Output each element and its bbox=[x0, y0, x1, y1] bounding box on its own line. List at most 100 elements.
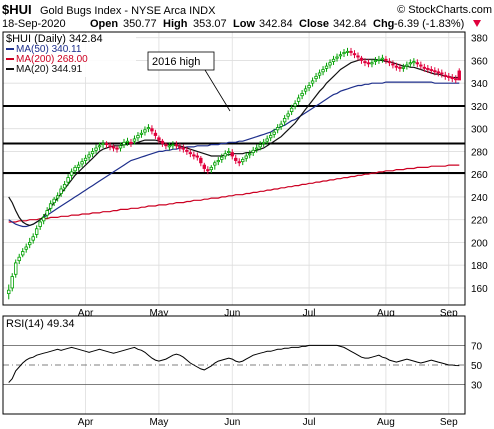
candle bbox=[303, 85, 308, 95]
price-y-tick-label: 240 bbox=[471, 193, 488, 204]
annotation-text: 2016 high bbox=[152, 56, 200, 68]
candle bbox=[76, 161, 81, 171]
chg-value: -6.39 (-1.83%) bbox=[394, 18, 464, 30]
candle bbox=[345, 47, 350, 56]
candle bbox=[258, 141, 262, 151]
candle bbox=[359, 55, 364, 64]
candle bbox=[282, 115, 287, 126]
candle bbox=[38, 218, 42, 230]
candle bbox=[216, 157, 220, 166]
candle bbox=[415, 59, 420, 68]
price-x-tick-label: Jul bbox=[303, 308, 316, 319]
price-x-ticks: Apr May Jun Jul Aug Sep bbox=[78, 308, 458, 319]
candle bbox=[237, 158, 241, 167]
candle bbox=[234, 154, 238, 164]
candle bbox=[45, 207, 49, 219]
high-value: 353.07 bbox=[193, 18, 227, 30]
candle bbox=[206, 166, 210, 175]
candle bbox=[34, 225, 39, 238]
candle bbox=[352, 50, 357, 59]
candle bbox=[111, 144, 116, 152]
rsi-x-tick-label: Jul bbox=[303, 417, 316, 428]
candle bbox=[268, 132, 273, 142]
candle bbox=[293, 100, 297, 110]
candle bbox=[122, 138, 126, 149]
candle bbox=[356, 52, 360, 61]
close-value: 342.84 bbox=[333, 18, 367, 30]
candle bbox=[164, 142, 168, 150]
candle bbox=[317, 69, 322, 79]
price-y-tick-label: 260 bbox=[471, 170, 488, 181]
candle bbox=[447, 72, 451, 81]
rsi-grid bbox=[85, 316, 450, 414]
candle bbox=[27, 237, 32, 249]
rsi-series-line bbox=[8, 344, 460, 383]
candle bbox=[66, 174, 70, 186]
candle bbox=[310, 77, 315, 87]
price-y-tick-label: 300 bbox=[471, 125, 488, 136]
rsi-y-tick-label: 70 bbox=[471, 341, 483, 352]
rsi-x-tick-label: Aug bbox=[377, 417, 395, 428]
candle bbox=[244, 152, 248, 162]
candle bbox=[261, 138, 266, 147]
rsi-x-ticks: Apr May Jun Jul Aug Sep bbox=[78, 417, 458, 428]
candle bbox=[80, 158, 84, 168]
candle bbox=[450, 74, 454, 83]
candle bbox=[167, 142, 172, 151]
candle bbox=[7, 284, 11, 300]
candle bbox=[342, 49, 346, 58]
rsi-x-tick-label: Sep bbox=[440, 417, 458, 428]
candle bbox=[118, 142, 123, 152]
candle bbox=[349, 47, 353, 56]
candle bbox=[338, 51, 343, 60]
price-y-tick-label: 380 bbox=[471, 34, 488, 45]
rsi-panel: 30 50 70 Apr May Jun Jul Aug Sep RSI(14) 49.34 bbox=[2, 315, 483, 428]
candle bbox=[139, 129, 144, 138]
candle bbox=[331, 55, 336, 65]
candle bbox=[433, 67, 437, 76]
legend-ma20: MA(20) 344.91 bbox=[16, 64, 83, 75]
rsi-legend: RSI(14) 49.34 bbox=[6, 318, 75, 330]
candle bbox=[55, 192, 60, 202]
candle bbox=[125, 137, 130, 146]
candle bbox=[254, 144, 259, 153]
low-value: 342.84 bbox=[259, 18, 293, 30]
candle bbox=[426, 64, 430, 73]
annotation-pointer bbox=[204, 69, 231, 112]
price-y-tick-label: 360 bbox=[471, 56, 488, 67]
candle bbox=[363, 58, 367, 67]
candle bbox=[275, 124, 280, 134]
price-y-tick-label: 320 bbox=[471, 102, 488, 113]
price-y-tick-label: 220 bbox=[471, 216, 488, 227]
open-label: Open bbox=[90, 18, 118, 30]
price-x-tick-label: May bbox=[149, 308, 168, 319]
ma50-line bbox=[8, 81, 460, 228]
candle bbox=[129, 138, 133, 147]
candle bbox=[73, 165, 77, 175]
candle bbox=[132, 135, 137, 145]
candle bbox=[52, 196, 56, 207]
candle bbox=[21, 248, 25, 258]
candle bbox=[405, 61, 409, 70]
candle bbox=[408, 59, 413, 68]
ma200-line bbox=[8, 164, 460, 223]
candle bbox=[321, 66, 325, 76]
candle bbox=[202, 162, 207, 172]
candle bbox=[150, 125, 154, 135]
candle bbox=[241, 157, 245, 166]
price-y-tick-label: 180 bbox=[471, 261, 488, 272]
candle bbox=[307, 82, 311, 92]
candle bbox=[62, 181, 67, 192]
candle bbox=[90, 148, 95, 158]
rsi-y-tick-label: 30 bbox=[471, 381, 483, 392]
candle bbox=[328, 59, 332, 69]
candle bbox=[366, 59, 371, 68]
candle bbox=[209, 165, 213, 174]
candle bbox=[422, 63, 427, 72]
rsi-line bbox=[8, 344, 460, 383]
candle bbox=[373, 57, 378, 65]
candle bbox=[279, 120, 283, 130]
rsi-frame bbox=[2, 315, 466, 415]
candle bbox=[48, 200, 53, 212]
